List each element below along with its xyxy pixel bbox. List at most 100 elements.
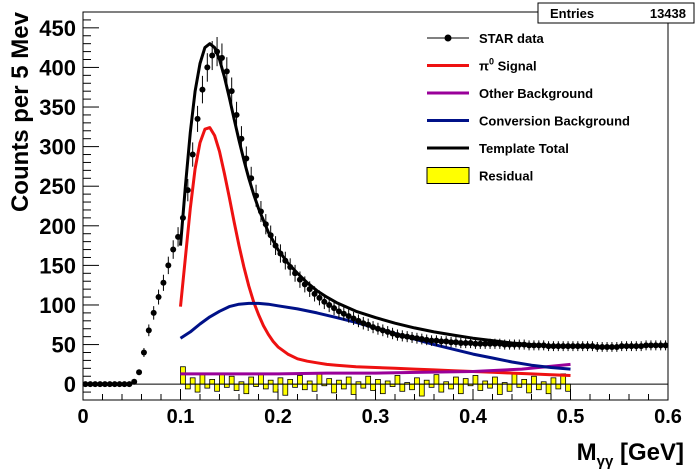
data-point-marker (477, 340, 484, 347)
data-point (170, 240, 177, 259)
data-point-marker (448, 339, 455, 346)
legend-label: Template Total (479, 141, 569, 156)
data-point (487, 338, 494, 349)
data-point-marker (540, 342, 547, 349)
data-point (150, 306, 157, 320)
data-point-marker (106, 381, 113, 388)
data-point (116, 381, 123, 388)
residual-bar (199, 374, 206, 385)
data-point (111, 381, 118, 388)
data-point (535, 340, 542, 351)
residual-bar (423, 379, 430, 385)
data-point (448, 337, 455, 348)
data-point-marker (296, 276, 303, 283)
data-point (662, 340, 669, 351)
data-point (228, 77, 235, 105)
data-point-marker (272, 242, 279, 249)
data-point (306, 281, 313, 297)
legend-entry: Template Total (427, 141, 569, 156)
data-point (608, 342, 615, 352)
residual-bar (550, 377, 557, 385)
residual-bar (180, 366, 186, 385)
data-point-marker (150, 309, 157, 316)
residual-bar (521, 379, 528, 385)
x-tick-label: 0 (77, 406, 88, 428)
series-line-other-background (180, 362, 571, 376)
data-point-marker (506, 341, 513, 348)
residual-bar (448, 383, 454, 390)
data-point-marker (526, 342, 533, 349)
data-point (472, 338, 479, 349)
data-point-marker (433, 337, 440, 344)
legend: STAR data π0 Signal Other Background Conver… (426, 31, 630, 184)
x-axis: 0 0.1 0.2 0.3 0.4 0.5 0.6 (77, 389, 682, 428)
data-point (179, 207, 186, 229)
residual-bar (340, 383, 347, 390)
data-point-marker (360, 320, 367, 327)
data-point (262, 214, 269, 235)
legend-entry: STAR data (427, 31, 545, 46)
y-tick-label: 150 (39, 253, 76, 278)
data-point-marker (175, 233, 182, 240)
data-point-marker (565, 343, 572, 350)
stats-entries-value: 13438 (650, 6, 686, 21)
data-point-marker (126, 381, 133, 388)
data-point-marker (516, 341, 523, 348)
data-point (233, 101, 240, 129)
data-point-marker (545, 343, 552, 350)
data-point-marker (613, 343, 620, 350)
data-point-marker (145, 327, 152, 334)
data-point (628, 341, 635, 352)
data-point-marker (155, 294, 162, 301)
data-point-marker (438, 338, 445, 345)
data-point (165, 256, 172, 275)
data-point (204, 53, 211, 82)
legend-label: STAR data (479, 31, 545, 46)
data-point (565, 341, 572, 352)
data-point (374, 322, 381, 335)
residual-bar (258, 374, 264, 385)
residual-bar (248, 376, 255, 385)
legend-label: Residual (479, 169, 533, 184)
data-point-marker (345, 313, 352, 320)
residual-bar (433, 374, 440, 385)
data-point (555, 341, 562, 352)
legend-label: Conversion Background (479, 114, 630, 129)
data-point (282, 251, 289, 270)
residual-bar (506, 383, 513, 392)
data-point (516, 339, 523, 350)
legend-label: Other Background (479, 86, 593, 101)
data-point-marker (599, 343, 606, 350)
residual-bar (282, 383, 289, 396)
data-point (657, 340, 664, 351)
data-point-marker (370, 324, 377, 331)
residual-bar (316, 373, 323, 385)
data-point (618, 341, 625, 352)
data-point (272, 236, 279, 256)
residual-bar (418, 383, 425, 397)
residual-bar (233, 383, 240, 391)
x-tick-label: 0.5 (557, 406, 585, 428)
data-point-marker (501, 341, 508, 348)
data-point (218, 43, 225, 73)
y-tick-label: 300 (39, 135, 76, 160)
data-point (482, 338, 489, 349)
residual-bar (209, 379, 216, 385)
data-point (101, 381, 108, 388)
data-point (496, 338, 503, 349)
data-point-marker (496, 340, 503, 347)
data-point (589, 341, 596, 352)
data-point (511, 339, 518, 350)
data-point-marker (140, 349, 147, 356)
data-point (545, 341, 552, 352)
data-point-marker (223, 68, 230, 75)
data-point (126, 381, 133, 388)
data-point (277, 244, 284, 263)
residual-bar (336, 379, 342, 385)
residual-bar (350, 383, 357, 395)
fit-curves (179, 42, 571, 377)
data-point-marker (365, 321, 372, 328)
data-point-marker (535, 342, 542, 349)
residual-bar (297, 375, 303, 385)
data-point (145, 324, 152, 337)
